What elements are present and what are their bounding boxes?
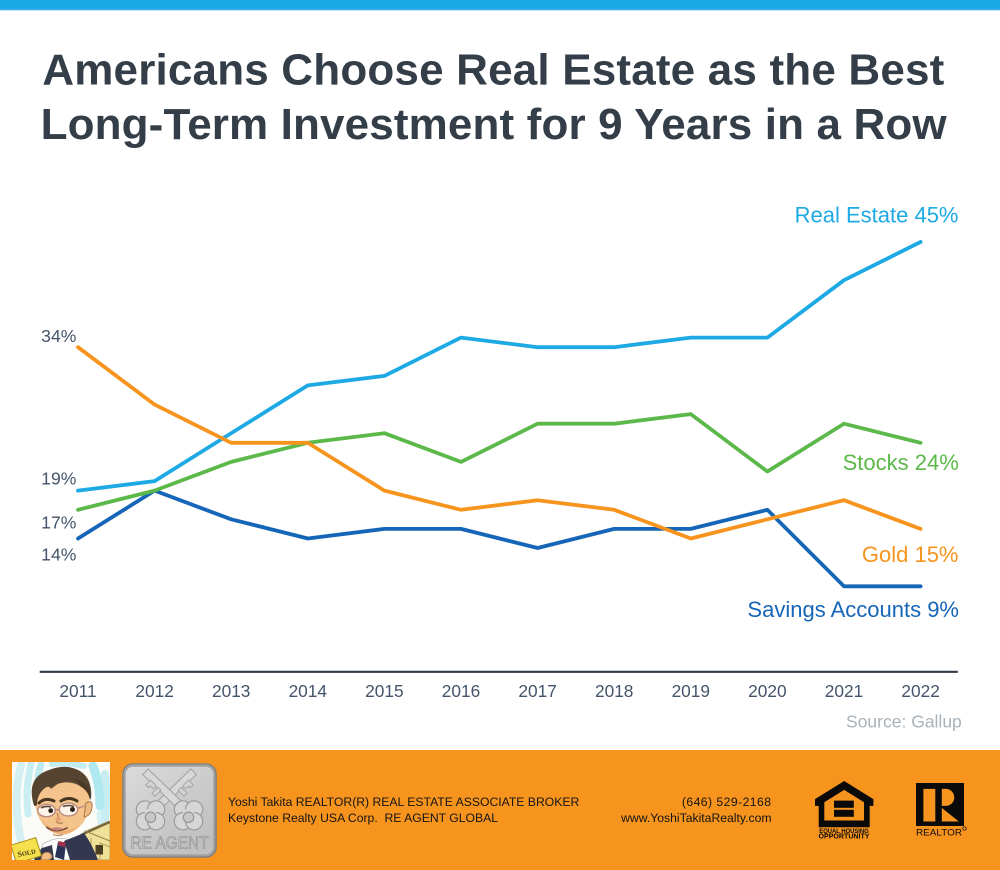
svg-text:34%: 34% [41,326,77,346]
svg-text:Gold 15%: Gold 15% [862,542,959,567]
svg-text:2022: 2022 [901,681,939,701]
svg-text:Savings Accounts 9%: Savings Accounts 9% [747,597,959,622]
svg-text:2012: 2012 [135,681,173,701]
svg-text:EQUAL HOUSING: EQUAL HOUSING [819,828,868,835]
svg-text:2020: 2020 [748,681,786,701]
svg-text:RE AGENT: RE AGENT [130,832,208,852]
svg-text:14%: 14% [41,544,77,564]
svg-text:OPPORTUNITY: OPPORTUNITY [819,832,870,841]
svg-text:Source: Gallup: Source: Gallup [846,711,962,731]
svg-text:2014: 2014 [289,681,328,701]
svg-text:Real Estate 45%: Real Estate 45% [795,202,959,227]
svg-text:2011: 2011 [59,681,96,701]
svg-text:2017: 2017 [518,681,556,701]
svg-text:Long-Term Investment for 9 Yea: Long-Term Investment for 9 Years in a Ro… [41,100,948,149]
svg-text:2021: 2021 [825,681,863,701]
svg-text:2016: 2016 [442,681,480,701]
svg-text:Americans Choose Real Estate a: Americans Choose Real Estate as the Best [42,46,944,95]
svg-text:17%: 17% [41,513,77,533]
svg-text:19%: 19% [41,468,77,488]
svg-text:REALTOR: REALTOR [916,828,962,838]
svg-text:2013: 2013 [212,681,250,701]
svg-text:2019: 2019 [672,681,710,701]
svg-text:Stocks 24%: Stocks 24% [843,450,959,475]
svg-text:2015: 2015 [365,681,403,701]
svg-text:2018: 2018 [595,681,633,701]
